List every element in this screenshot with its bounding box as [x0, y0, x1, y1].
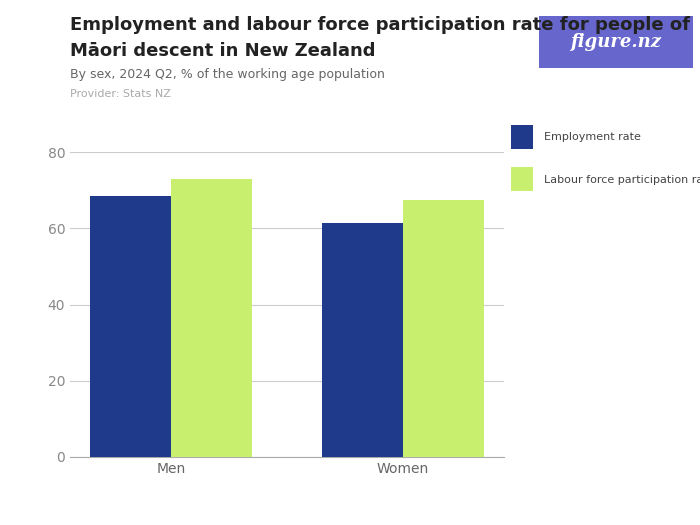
- Text: figure.nz: figure.nz: [570, 33, 662, 51]
- Bar: [511, 125, 533, 149]
- Text: Māori descent in New Zealand: Māori descent in New Zealand: [70, 42, 375, 60]
- Text: Labour force participation rate: Labour force participation rate: [544, 175, 700, 185]
- Bar: [403, 200, 484, 457]
- Bar: [511, 167, 533, 191]
- Bar: [171, 179, 252, 457]
- Text: By sex, 2024 Q2, % of the working age population: By sex, 2024 Q2, % of the working age po…: [70, 68, 385, 81]
- Text: Employment rate: Employment rate: [544, 132, 640, 142]
- Text: Provider: Stats NZ: Provider: Stats NZ: [70, 89, 171, 99]
- Bar: [322, 223, 403, 457]
- Bar: [90, 196, 171, 457]
- Text: Employment and labour force participation rate for people of: Employment and labour force participatio…: [70, 16, 690, 34]
